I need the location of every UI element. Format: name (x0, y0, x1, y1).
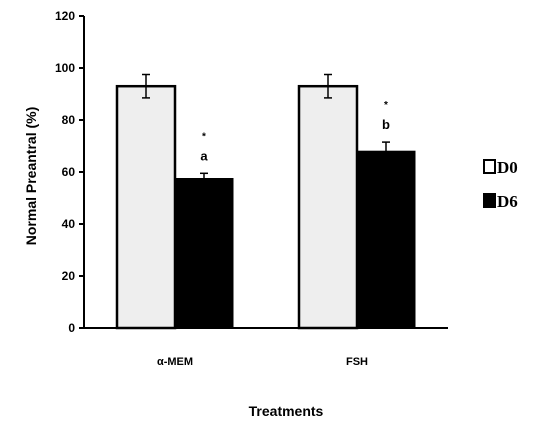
y-axis-title: Normal Preantral (%) (23, 107, 39, 245)
error-bars (142, 73, 390, 185)
bars (115, 84, 416, 330)
significance-star: * (202, 131, 206, 142)
category-labels: α-MEM FSH (157, 356, 368, 368)
category-label: α-MEM (157, 356, 193, 368)
significance-letter: b (382, 117, 390, 132)
y-tick-label: 60 (62, 165, 76, 179)
legend-label-d6: D6 (497, 192, 518, 211)
y-axis: 0 20 40 60 80 100 120 (55, 9, 85, 335)
y-tick-label: 120 (55, 9, 75, 23)
legend: D0 D6 (483, 158, 518, 211)
y-tick-label: 40 (62, 217, 76, 231)
legend-label-d0: D0 (497, 158, 518, 177)
bar-d6-1 (356, 150, 416, 329)
legend-swatch-d6 (483, 193, 496, 208)
significance-annotations: * a * b (200, 100, 390, 163)
legend-swatch-d0 (483, 159, 496, 174)
significance-star: * (384, 100, 388, 111)
bar-d0-0 (115, 84, 177, 330)
bar-d0-1 (297, 84, 359, 330)
significance-letter: a (200, 148, 208, 163)
x-axis-title: Treatments (249, 403, 324, 419)
y-tick-label: 20 (62, 269, 76, 283)
y-tick-label: 0 (68, 321, 75, 335)
y-tick-label: 100 (55, 61, 75, 75)
bar-d6-0 (174, 178, 234, 329)
category-label: FSH (346, 356, 368, 368)
y-tick-label: 80 (62, 113, 76, 127)
